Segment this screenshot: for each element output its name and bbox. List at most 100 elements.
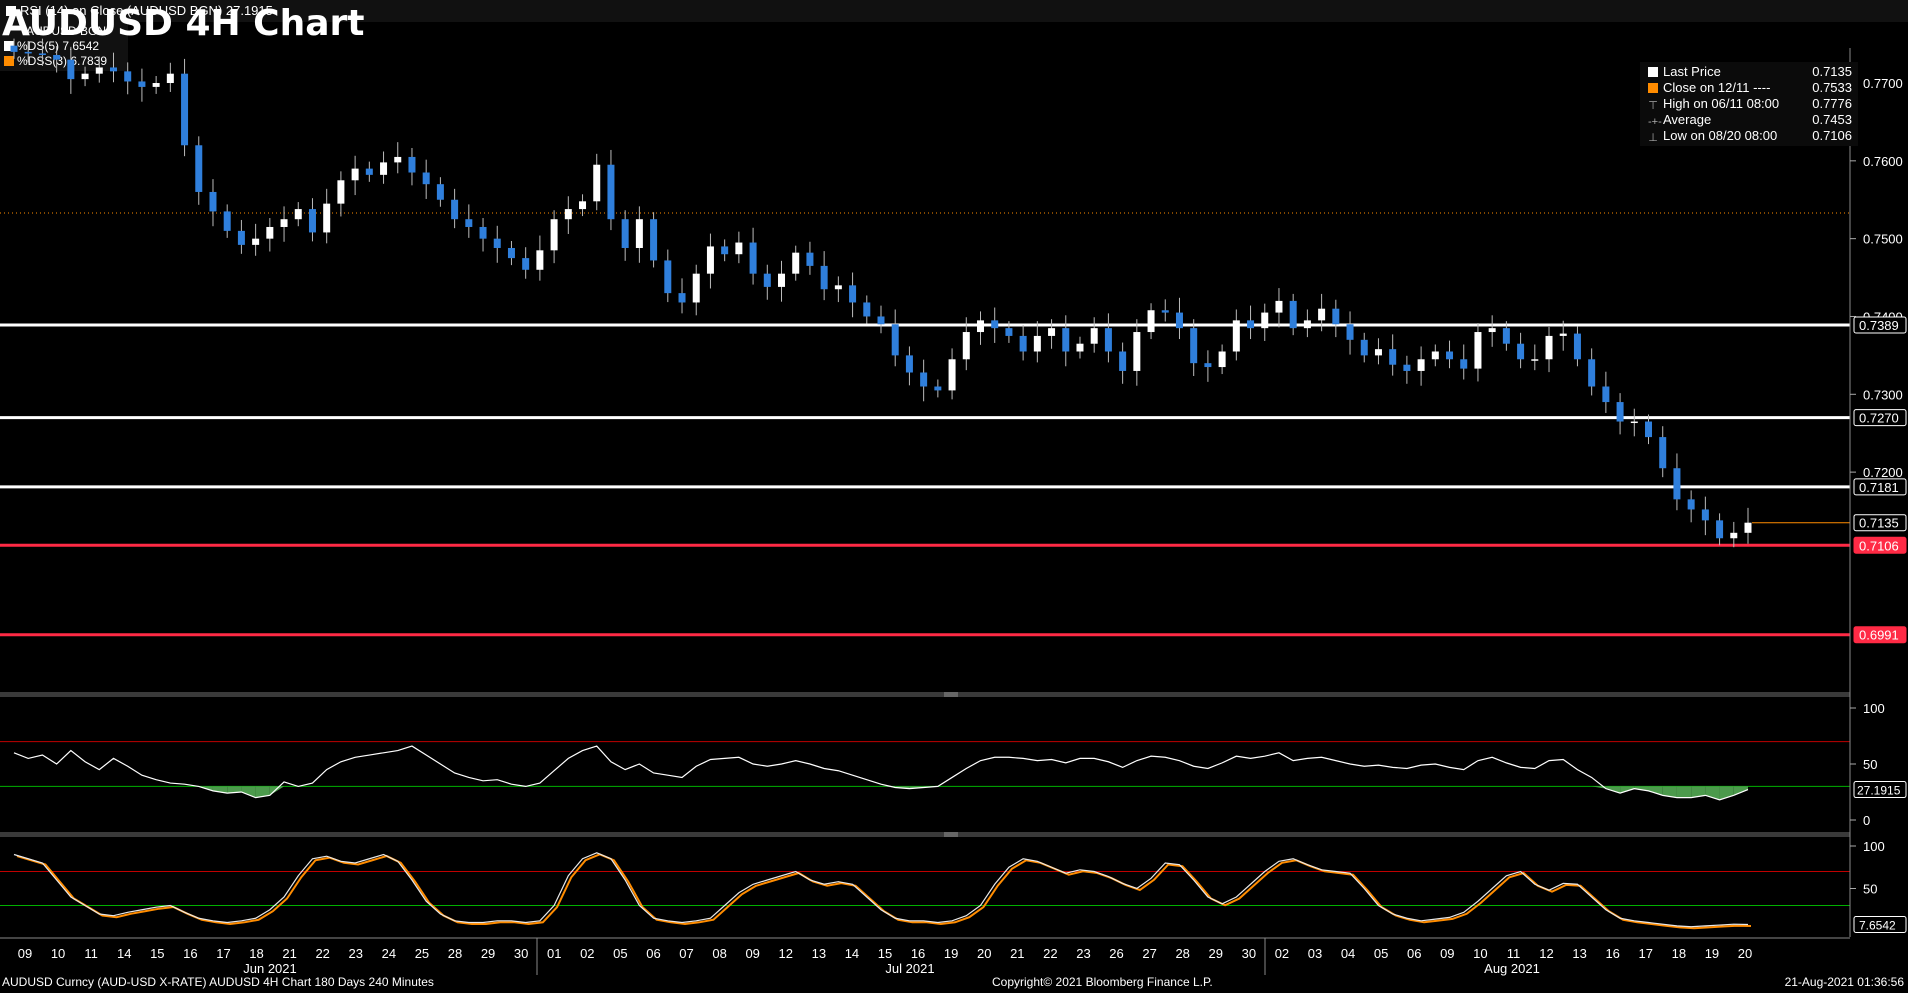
legend-value: 0.7533 (1812, 80, 1852, 95)
candle-down (1062, 328, 1070, 352)
sto-value-label: 7.6542 (1859, 918, 1896, 932)
candle-up (266, 226, 274, 239)
x-day-label: 18 (249, 946, 263, 961)
candle-down (1190, 328, 1198, 364)
candle-down (465, 219, 473, 227)
candle-down (749, 242, 757, 274)
x-day-label: 13 (812, 946, 826, 961)
x-day-label: 28 (448, 946, 462, 961)
x-day-label: 28 (1175, 946, 1189, 961)
price-tick-label: 0.7200 (1863, 465, 1903, 480)
legend-label: Last Price (1663, 64, 1721, 79)
candle-down (1403, 364, 1411, 371)
candle-up (1474, 332, 1482, 369)
stochastic-title: AUDUSD BGN (26, 24, 107, 38)
price-tag-label: 0.7181 (1859, 480, 1899, 495)
rsi-value-label: 27.1915 (1857, 784, 1901, 798)
price-tag-label: 0.7270 (1859, 411, 1899, 426)
rsi-oversold-fill (269, 786, 285, 796)
legend-ds: %DS(5) 7.6542 (4, 39, 124, 54)
rsi-value-box (1853, 781, 1907, 799)
rsi-tick-label: 0 (1863, 813, 1870, 828)
candle-down (436, 184, 444, 200)
candle-down (195, 145, 203, 192)
candle-down (209, 191, 217, 212)
x-day-label: 10 (51, 946, 65, 961)
x-day-label: 16 (911, 946, 925, 961)
rsi-oversold-fill (1691, 786, 1706, 798)
candle-up (1218, 351, 1226, 368)
candle-up (1275, 300, 1283, 313)
candle-up (564, 209, 572, 220)
candle-down (934, 386, 942, 391)
candle-down (38, 53, 46, 56)
price-tag: 0.7181 (1853, 478, 1907, 496)
x-day-label: 21 (282, 946, 296, 961)
x-day-label: 18 (1672, 946, 1686, 961)
candle-down (1687, 499, 1695, 510)
dss-line (16, 853, 1752, 930)
x-day-label: 10 (1473, 946, 1487, 961)
candle-down (650, 219, 658, 261)
x-day-label: 06 (646, 946, 660, 961)
x-day-label: 09 (745, 946, 759, 961)
x-day-label: 02 (1275, 946, 1289, 961)
candle-down (1573, 333, 1581, 360)
candle-down (607, 164, 615, 220)
candle-down (905, 355, 913, 373)
dss-text: %DSS(3) 6.7839 (17, 54, 108, 68)
legend-high: ⊤ High on 06/11 08:00 0.7776 (1648, 96, 1858, 112)
ds-text: %DS(5) 7.6542 (17, 39, 100, 53)
candle-down (920, 372, 928, 387)
x-day-label: 16 (1605, 946, 1619, 961)
stochastic-panel (0, 852, 1850, 930)
rsi-oversold-fill (255, 786, 270, 798)
panel-divider (0, 692, 1850, 697)
legend-label: Close on 12/11 ---- (1663, 80, 1771, 95)
candle-down (109, 67, 117, 72)
x-day-label: 13 (1572, 946, 1586, 961)
legend-value: 0.7453 (1812, 112, 1852, 127)
candle-down (1019, 335, 1027, 352)
price-tag-box (1853, 316, 1907, 334)
rsi-oversold-fill (1648, 786, 1663, 796)
candle-up (1559, 333, 1567, 336)
candle-up (323, 203, 331, 233)
x-day-label: 20 (1738, 946, 1752, 961)
rsi-swatch (6, 6, 16, 16)
rsi-oversold-fill (1705, 786, 1720, 800)
rsi-line (13, 745, 1749, 801)
x-day-label: 19 (1705, 946, 1719, 961)
candle-down (1460, 359, 1468, 369)
legend-label: Average (1663, 112, 1712, 127)
candle-down (863, 302, 871, 317)
rsi-legend: RSI (14) on Close (AUDUSD BGN) 27.1915 (0, 0, 1908, 22)
candle-down (991, 320, 999, 329)
candle-up (252, 238, 260, 245)
rsi-oversold-fill (1662, 786, 1677, 798)
candle-down (1104, 328, 1112, 352)
candle-up (1545, 335, 1553, 360)
panel-resize-handle (944, 832, 958, 837)
candle-down (877, 316, 885, 325)
x-day-label: 17 (1639, 946, 1653, 961)
price-tag: 0.7389 (1853, 316, 1907, 334)
last-price-swatch (1648, 67, 1658, 77)
price-tag-box (1853, 536, 1907, 554)
x-day-label: 11 (1507, 946, 1521, 961)
sto-tick-label: 50 (1863, 882, 1877, 897)
footer-description: AUDUSD Curncy (AUD-USD X-RATE) AUDUSD 4H… (2, 975, 434, 989)
candle-up (1048, 328, 1056, 336)
candle-down (1517, 343, 1525, 360)
candle-down (1502, 328, 1510, 344)
x-day-label: 15 (878, 946, 892, 961)
rsi-oversold-fill (1733, 786, 1748, 796)
candle-up (1531, 359, 1539, 361)
x-day-label: 05 (1374, 946, 1388, 961)
price-tag-label: 0.7135 (1859, 516, 1899, 531)
candle-down (1616, 402, 1624, 422)
candle-up (706, 246, 714, 274)
price-tag-box (1853, 626, 1907, 644)
sto-value-tag: 7.6542 (1853, 915, 1907, 933)
